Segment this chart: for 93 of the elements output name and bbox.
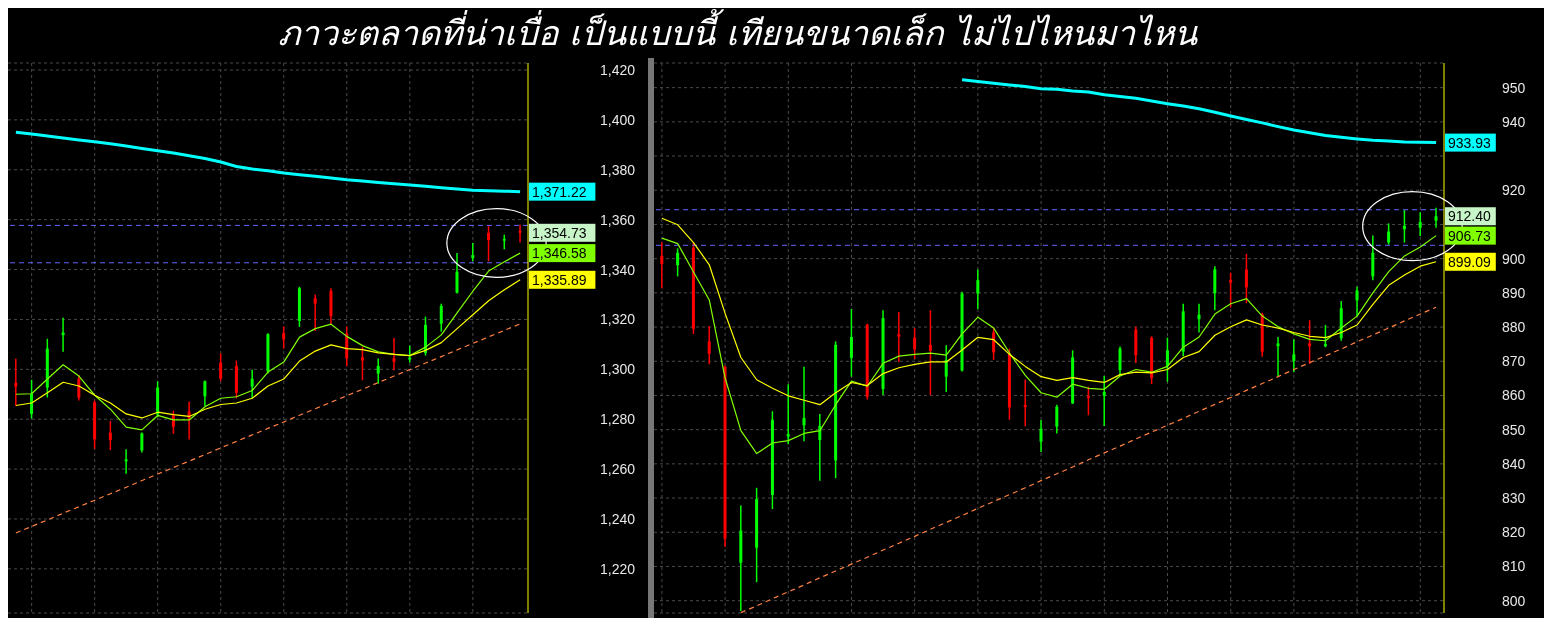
candlestick bbox=[1371, 234, 1375, 281]
y-tick-label: 1,400 bbox=[600, 111, 636, 128]
candlestick bbox=[360, 345, 364, 382]
line-series bbox=[661, 217, 1437, 406]
candlestick bbox=[707, 325, 711, 366]
candlestick bbox=[282, 325, 286, 350]
candlestick bbox=[124, 448, 128, 475]
candlestick bbox=[802, 365, 806, 443]
y-tick-label: 820 bbox=[1502, 524, 1526, 541]
y-tick-label: 1,420 bbox=[600, 61, 636, 78]
line-series bbox=[15, 323, 521, 534]
y-tick-label: 1,300 bbox=[600, 361, 636, 378]
candlestick bbox=[1039, 419, 1043, 453]
candlestick bbox=[849, 308, 853, 378]
candlestick bbox=[1023, 378, 1027, 427]
candlestick bbox=[487, 225, 491, 263]
candlestick bbox=[1355, 285, 1359, 317]
candlestick bbox=[376, 357, 380, 385]
y-tick-label: 1,220 bbox=[600, 560, 636, 577]
text: 1,354.73 bbox=[532, 224, 587, 241]
candlestick bbox=[1197, 303, 1201, 334]
candlestick bbox=[1086, 385, 1090, 417]
y-tick-label: 810 bbox=[1502, 558, 1526, 575]
candlestick bbox=[455, 252, 459, 295]
candlestick bbox=[1055, 403, 1059, 435]
y-tick-label: 1,360 bbox=[600, 211, 636, 228]
candlestick bbox=[992, 326, 996, 361]
y-tick-label: 830 bbox=[1502, 490, 1526, 507]
candlestick bbox=[140, 431, 144, 454]
candlestick bbox=[1323, 324, 1327, 348]
candlestick bbox=[676, 247, 680, 278]
data-label: 1,335.89 bbox=[532, 271, 587, 288]
candlestick bbox=[1118, 345, 1122, 377]
line-series bbox=[740, 306, 1437, 613]
y-tick-label: 870 bbox=[1502, 353, 1526, 370]
candlestick bbox=[203, 379, 207, 407]
line-series bbox=[14, 130, 522, 194]
candlestick bbox=[1402, 209, 1406, 244]
candlestick bbox=[30, 379, 34, 420]
candlestick bbox=[392, 337, 396, 372]
candlestick bbox=[439, 302, 443, 333]
line-series bbox=[661, 235, 1437, 455]
candlestick bbox=[1292, 338, 1296, 373]
candlestick bbox=[250, 369, 254, 399]
y-tick-label: 1,340 bbox=[600, 261, 636, 278]
candlestick bbox=[1434, 206, 1438, 229]
candlestick bbox=[1165, 336, 1169, 383]
y-tick-label: 1,260 bbox=[600, 461, 636, 478]
data-label: 906.73 bbox=[1448, 227, 1492, 244]
candlestick bbox=[14, 358, 18, 407]
y-tick-label: 1,380 bbox=[600, 161, 636, 178]
y-tick-label: 1,240 bbox=[600, 510, 636, 527]
y-tick-label: 1,280 bbox=[600, 411, 636, 428]
candlestick bbox=[1244, 253, 1248, 304]
candlestick bbox=[77, 374, 81, 402]
candlestick bbox=[1276, 336, 1280, 377]
y-tick-label: 950 bbox=[1502, 79, 1526, 96]
y-tick-label: 920 bbox=[1502, 182, 1526, 199]
line-series bbox=[960, 78, 1438, 145]
candlestick bbox=[1418, 211, 1422, 237]
candlestick bbox=[944, 344, 948, 393]
candlestick bbox=[928, 309, 932, 396]
candlestick bbox=[471, 242, 475, 263]
y-tick-label: 840 bbox=[1502, 455, 1526, 472]
candlestick bbox=[313, 293, 317, 332]
candlestick bbox=[1102, 375, 1106, 427]
data-label: 933.93 bbox=[1448, 134, 1492, 151]
data-label: 899.09 bbox=[1448, 253, 1492, 270]
data-label: 1,346.58 bbox=[532, 245, 587, 262]
candlestick bbox=[1387, 222, 1391, 246]
y-tick-label: 940 bbox=[1502, 113, 1526, 130]
candlestick bbox=[1213, 265, 1217, 312]
candlestick bbox=[219, 352, 223, 383]
candlestick bbox=[1308, 319, 1312, 365]
candlestick bbox=[660, 241, 664, 290]
text: 912.40 bbox=[1448, 208, 1491, 225]
candlestick bbox=[518, 223, 522, 244]
y-tick-label: 890 bbox=[1502, 284, 1526, 301]
y-tick-label: 880 bbox=[1502, 319, 1526, 336]
data-label: 1,371.22 bbox=[532, 183, 587, 200]
y-tick-label: 860 bbox=[1502, 387, 1526, 404]
candlestick bbox=[976, 268, 980, 310]
candlestick bbox=[424, 315, 427, 357]
candlestick bbox=[108, 420, 112, 451]
y-tick-label: 850 bbox=[1502, 421, 1526, 438]
y-tick-label: 1,320 bbox=[600, 311, 636, 328]
candlestick bbox=[897, 311, 901, 363]
line-series bbox=[15, 252, 521, 431]
candlestick bbox=[1229, 271, 1233, 309]
candlestick bbox=[786, 383, 790, 446]
y-tick-label: 800 bbox=[1502, 592, 1526, 609]
y-tick-label: 900 bbox=[1502, 250, 1526, 267]
candlestick bbox=[913, 327, 917, 360]
